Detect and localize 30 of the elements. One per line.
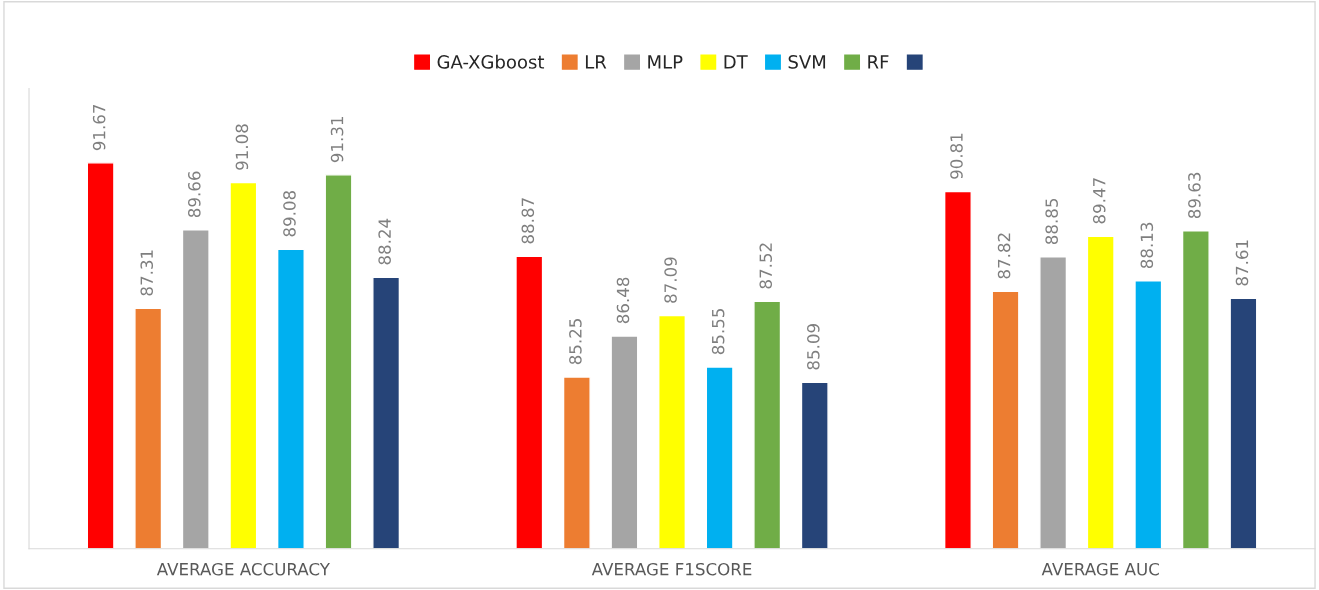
data-label: 85.55 xyxy=(711,309,725,355)
x-tick-label: AVERAGE F1SCORE xyxy=(591,562,752,576)
data-label: 87.31 xyxy=(140,250,154,296)
legend-label: GA-XGboost xyxy=(437,54,545,69)
data-label: 91.67 xyxy=(92,104,106,151)
data-label: 91.31 xyxy=(330,117,344,163)
data-label: 85.09 xyxy=(807,324,820,370)
data-label: 86.48 xyxy=(616,277,630,324)
data-label: 87.09 xyxy=(664,257,677,303)
legend-label: DT xyxy=(724,55,748,69)
legend-label: RF xyxy=(868,55,889,69)
data-label: 91.08 xyxy=(235,124,249,170)
data-label: 89.66 xyxy=(188,171,201,218)
legend-label: SVM xyxy=(788,55,826,69)
data-label: 90.81 xyxy=(950,133,963,179)
x-tick-label: AVERAGE AUC xyxy=(1041,562,1159,576)
data-label: 89.08 xyxy=(283,190,296,237)
data-label: 88.24 xyxy=(378,218,391,265)
data-label: 87.82 xyxy=(997,233,1011,279)
data-label: 88.85 xyxy=(1045,198,1058,245)
x-tick-label: AVERAGE ACCURACY xyxy=(156,562,330,576)
data-label: 89.47 xyxy=(1092,178,1106,224)
data-label: 87.52 xyxy=(759,243,773,289)
data-label: 89.63 xyxy=(1188,172,1201,219)
legend-label: MLP xyxy=(648,55,683,69)
legend-label: LR xyxy=(585,55,607,69)
data-label: 85.25 xyxy=(569,319,582,365)
data-label: 88.87 xyxy=(521,198,535,244)
data-label: 88.13 xyxy=(1140,222,1154,269)
data-label: 87.61 xyxy=(1235,240,1249,286)
